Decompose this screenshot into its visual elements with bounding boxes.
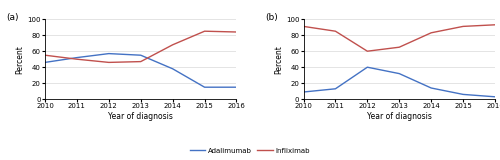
Text: (b): (b): [265, 13, 278, 22]
Y-axis label: Percent: Percent: [274, 45, 283, 74]
Text: (a): (a): [6, 13, 19, 22]
Legend: Adalimumab, Infliximab: Adalimumab, Infliximab: [187, 145, 313, 156]
X-axis label: Year of diagnosis: Year of diagnosis: [367, 112, 432, 121]
X-axis label: Year of diagnosis: Year of diagnosis: [108, 112, 173, 121]
Y-axis label: Percent: Percent: [16, 45, 24, 74]
